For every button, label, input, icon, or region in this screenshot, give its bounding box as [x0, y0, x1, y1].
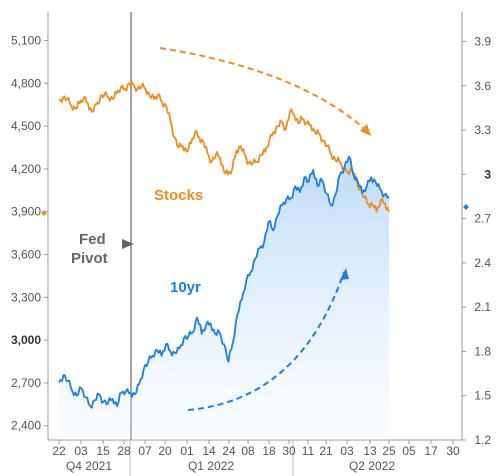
stocks-current-marker [41, 210, 47, 216]
x-tick-label: 11 [302, 444, 315, 458]
left-tick-label: 4,800 [11, 76, 41, 90]
10yr-series-line [58, 155, 390, 409]
right-tick-label: 3.6 [474, 79, 491, 93]
10yr-area-fill [59, 156, 389, 440]
right-tick-label: 2.1 [474, 300, 491, 314]
stocks-series-line [58, 80, 390, 213]
x-tick-label: 03 [74, 444, 88, 458]
fed-pivot-pointer [122, 239, 134, 249]
right-tick-label: 1.2 [474, 433, 491, 447]
right-tick-label: 1.5 [474, 389, 491, 403]
stocks-label: Stocks [154, 187, 203, 204]
quarter-label-q2-2022: Q2 2022 [349, 459, 395, 473]
x-tick-label: 30 [282, 444, 296, 458]
fed-pivot-label-line2: Pivot [71, 250, 108, 267]
right-tick-label: 2.7 [474, 212, 491, 226]
left-tick-label: 3,300 [11, 290, 41, 304]
x-tick-label: 24 [222, 444, 236, 458]
stocks-trend-arrowhead [360, 124, 371, 136]
stocks-trend-arrow [159, 47, 369, 133]
right-tick-label: 3.9 [474, 35, 491, 49]
right-tick-label: 3 [484, 167, 491, 181]
x-tick-label: 01 [180, 444, 194, 458]
x-tick-label: 14 [202, 444, 216, 458]
right-tick-label: 1.8 [474, 344, 491, 358]
left-tick-label: 3,600 [11, 248, 41, 262]
x-tick-label: 07 [138, 444, 152, 458]
right-tick-label: 2.4 [474, 256, 491, 270]
x-tick-label: 20 [158, 444, 172, 458]
left-tick-label: 4,200 [11, 162, 41, 176]
x-tick-label: 25 [382, 444, 396, 458]
x-tick-label: 15 [96, 444, 110, 458]
x-tick-label: 30 [446, 444, 460, 458]
x-tick-label: 21 [319, 444, 333, 458]
left-tick-label: 2,400 [11, 419, 41, 433]
x-tick-label: 18 [262, 444, 276, 458]
x-tick-label: 28 [117, 444, 131, 458]
10yr-trend-arrow [187, 271, 345, 411]
quarter-label-q4-2021: Q4 2021 [66, 459, 112, 473]
10yr-trend-arrowhead [340, 268, 349, 280]
right-axis-ticks: 1.2 1.5 1.8 2.1 2.4 2.7 3 3.3 3.6 3.9 [462, 35, 491, 447]
10yr-label: 10yr [170, 279, 201, 296]
x-tick-label: 13 [363, 444, 377, 458]
left-tick-label: 3,900 [11, 205, 41, 219]
x-tick-label: 08 [241, 444, 255, 458]
left-tick-label: 2,700 [11, 376, 41, 390]
10yr-current-marker [463, 204, 469, 210]
left-axis-ticks: 2,400 2,700 3,000 3,300 3,600 3,900 4,200 4,500… [11, 34, 48, 433]
left-tick-label: 4,500 [11, 119, 41, 133]
x-tick-label: 22 [52, 444, 66, 458]
left-tick-label: 5,100 [11, 34, 41, 48]
right-tick-label: 3.3 [474, 123, 491, 137]
left-tick-label: 3,000 [11, 333, 41, 347]
fed-pivot-label-line1: Fed [79, 231, 106, 248]
quarter-label-q1-2022: Q1 2022 [188, 459, 234, 473]
x-tick-label: 05 [402, 444, 416, 458]
x-tick-label: 17 [424, 444, 438, 458]
x-axis-ticks: 22 03 15 28 07 20 01 14 24 08 18 30 11 21 03 13 25 05 17 30 [52, 440, 460, 458]
x-tick-label: 03 [340, 444, 354, 458]
